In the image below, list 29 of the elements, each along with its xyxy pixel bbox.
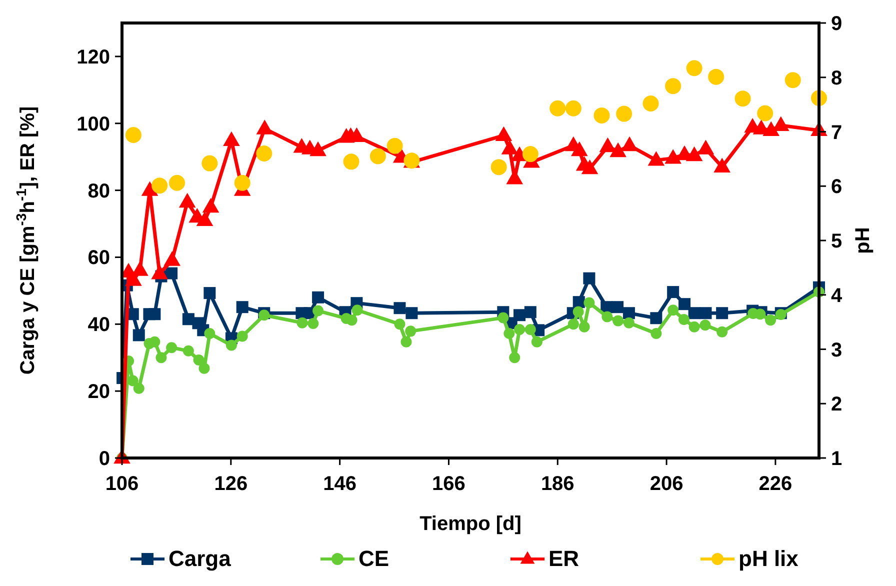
y2-tick-label: 3 [831,339,842,362]
x-tick-label: 186 [540,473,574,495]
x-tick-label: 126 [214,473,248,495]
y2-tick-label: 2 [831,394,842,416]
y-tick-label: 40 [88,314,110,336]
y-tick-label: 100 [76,113,110,136]
y2-tick-label: 8 [831,67,842,90]
y2-tick-label: 1 [831,448,842,470]
x-tick-label: 146 [323,473,356,495]
y2-tick-label: 7 [831,122,842,144]
x-tick-label: 206 [650,473,684,495]
legend-label: pH lix [738,546,800,571]
y2-tick-label: 5 [831,230,842,252]
x-tick-label: 106 [105,473,139,495]
legend-label: Carga [168,546,232,571]
legend-label: ER [548,546,580,571]
y2-axis-title: pH [852,227,874,254]
x-axis-title: Tiempo [d] [420,513,522,535]
legend-label: CE [358,546,390,571]
x-tick-label: 166 [432,473,466,495]
y-tick-label: 20 [88,381,110,404]
y2-tick-label: 4 [831,284,843,307]
y-tick-label: 0 [98,448,110,470]
y-tick-label: 60 [88,247,110,270]
y-tick-label: 120 [76,46,110,68]
y2-tick-label: 9 [831,13,842,35]
y2-tick-label: 6 [831,176,842,198]
x-tick-label: 226 [758,473,792,495]
y-tick-label: 80 [88,180,110,202]
